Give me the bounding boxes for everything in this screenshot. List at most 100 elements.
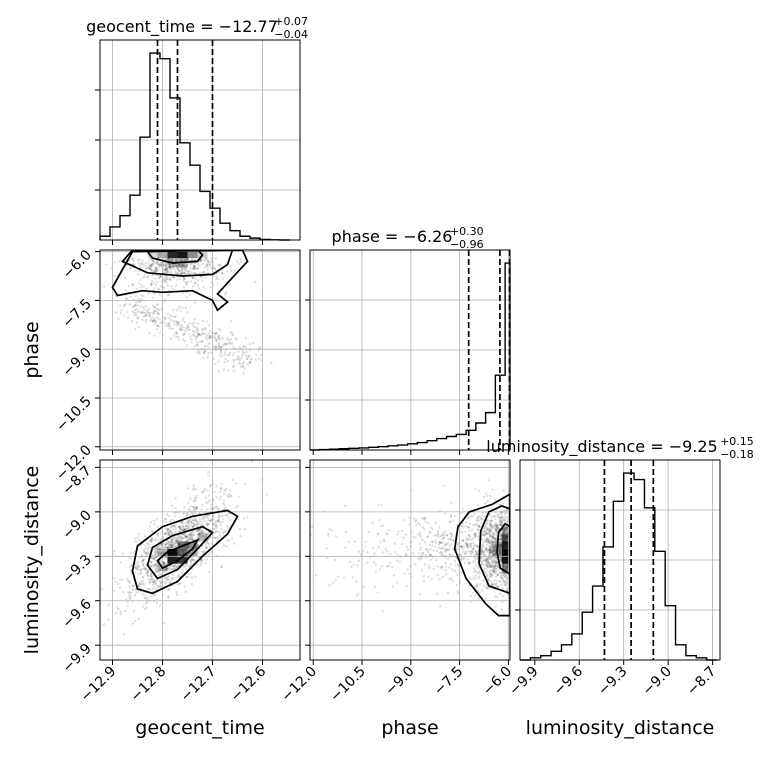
sample-point: [143, 607, 147, 611]
sample-point: [208, 342, 212, 345]
sample-point: [463, 557, 466, 560]
sample-point: [457, 544, 460, 547]
sample-point: [184, 327, 187, 330]
sample-point: [217, 370, 220, 373]
sample-point: [485, 557, 488, 560]
sample-point: [152, 262, 155, 265]
sample-point: [202, 351, 205, 354]
sample-point: [155, 552, 158, 556]
sample-point: [416, 522, 420, 525]
contour-outer-dist-phase: [453, 493, 510, 617]
sample-point: [357, 592, 360, 595]
sample-point: [217, 519, 220, 522]
sample-point: [220, 345, 223, 349]
sample-point: [505, 525, 509, 529]
sample-point: [184, 521, 187, 525]
sample-point: [173, 538, 176, 541]
sample-point: [156, 268, 160, 272]
sample-point: [482, 529, 486, 532]
sample-point: [196, 528, 200, 532]
sample-point: [474, 487, 477, 490]
sample-point: [477, 566, 480, 570]
sample-point: [186, 257, 189, 260]
sample-point: [153, 548, 156, 551]
sample-point: [208, 485, 212, 488]
sample-point: [492, 540, 496, 543]
sample-point: [207, 553, 211, 556]
sample-point: [490, 547, 493, 550]
sample-point: [197, 333, 200, 337]
sample-point: [219, 338, 222, 341]
sample-point: [506, 587, 509, 590]
sample-point: [199, 534, 202, 538]
sample-point: [474, 570, 477, 574]
sample-point: [199, 532, 202, 535]
sample-point: [453, 559, 456, 563]
sample-point: [153, 319, 156, 322]
sample-point: [238, 495, 241, 499]
sample-point: [150, 560, 153, 564]
sample-point: [176, 541, 180, 545]
sample-point: [429, 548, 432, 551]
sample-point: [154, 266, 157, 269]
sample-point: [464, 551, 467, 555]
sample-point: [190, 559, 194, 562]
sample-point: [93, 286, 95, 288]
sample-point: [486, 561, 490, 565]
sample-point: [189, 532, 192, 536]
sample-point: [499, 556, 503, 559]
sample-point: [376, 532, 379, 536]
sample-point: [169, 525, 173, 529]
sample-point: [245, 350, 248, 354]
sample-point: [198, 532, 201, 535]
sample-point: [152, 580, 155, 583]
sample-point: [222, 342, 226, 345]
sample-point: [169, 530, 172, 534]
sample-point: [146, 548, 149, 551]
sample-point: [132, 263, 136, 267]
sample-point: [504, 566, 508, 570]
sample-point: [482, 585, 486, 588]
sample-point: [232, 364, 236, 368]
sample-point: [138, 568, 142, 572]
sample-point: [418, 592, 422, 596]
sample-point: [194, 267, 197, 270]
sample-point: [496, 573, 499, 576]
sample-point: [185, 545, 189, 548]
sample-point: [204, 496, 208, 499]
sample-point: [157, 551, 160, 554]
sample-point: [470, 528, 474, 532]
sample-point: [488, 575, 492, 578]
sample-point: [192, 525, 195, 528]
sample-point: [207, 335, 211, 339]
sample-point: [208, 336, 212, 340]
sample-point: [124, 289, 128, 292]
sample-point: [494, 542, 497, 546]
sample-point: [217, 519, 220, 523]
sample-point: [135, 314, 138, 317]
sample-point: [473, 534, 477, 537]
density-cell: [177, 556, 188, 564]
sample-point: [496, 573, 500, 577]
sample-point: [488, 572, 491, 575]
sample-point: [499, 522, 503, 525]
sample-point: [196, 543, 199, 546]
sample-point: [190, 258, 193, 262]
panel-frame: [99, 459, 301, 661]
sample-point: [486, 587, 490, 590]
sample-point: [150, 575, 153, 578]
sample-point: [122, 632, 126, 636]
sample-point: [189, 561, 193, 564]
sample-point: [215, 332, 218, 335]
sample-point: [112, 589, 116, 592]
sample-point: [463, 561, 466, 564]
sample-point: [196, 532, 200, 536]
sample-point: [485, 559, 488, 563]
sample-point: [467, 529, 471, 533]
sample-point: [231, 346, 235, 349]
sample-point: [155, 316, 159, 320]
sample-point: [491, 564, 494, 567]
sample-point: [156, 307, 159, 311]
sample-point: [203, 344, 206, 348]
sample-point: [236, 260, 239, 263]
